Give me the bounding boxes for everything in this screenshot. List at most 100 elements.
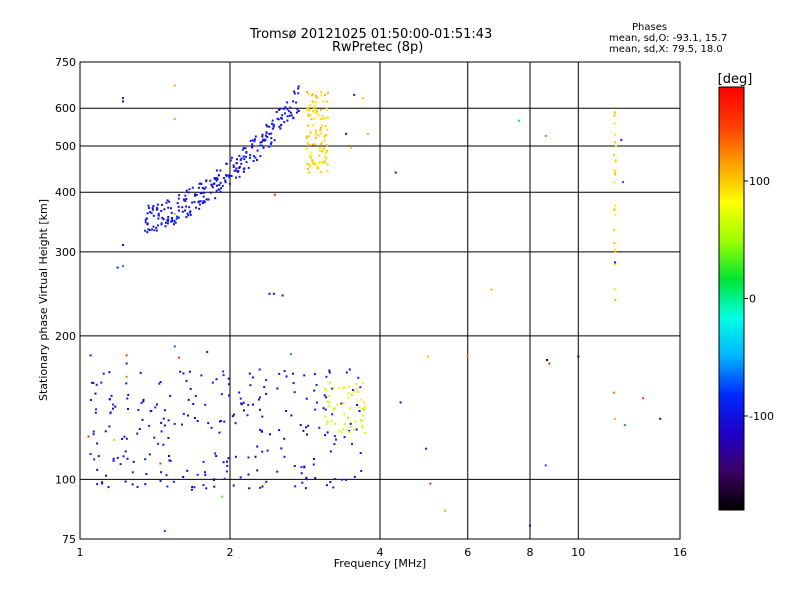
data-point (294, 485, 297, 488)
data-point (268, 292, 271, 295)
data-point (242, 168, 245, 171)
data-point (341, 386, 344, 389)
data-point (196, 420, 199, 422)
data-point (249, 154, 252, 157)
data-point (144, 483, 147, 486)
data-point (394, 171, 397, 174)
data-point (202, 195, 205, 198)
data-point (323, 139, 326, 142)
data-point (171, 217, 173, 220)
data-point (613, 242, 616, 245)
data-point (309, 104, 312, 107)
data-point (293, 90, 296, 93)
data-point (205, 180, 208, 183)
data-point (147, 228, 150, 231)
data-point (278, 108, 280, 111)
data-point (215, 176, 218, 179)
data-point (544, 134, 547, 137)
data-point (283, 121, 286, 124)
data-point (223, 420, 226, 423)
data-point (211, 186, 214, 189)
data-point (314, 129, 317, 132)
data-point (132, 460, 135, 463)
data-point (328, 369, 331, 372)
data-point (490, 288, 493, 291)
data-points (87, 84, 662, 532)
data-point (324, 94, 326, 96)
data-point (148, 229, 151, 231)
data-point (160, 471, 162, 474)
data-point (213, 177, 216, 180)
data-point (215, 378, 218, 381)
data-point (312, 93, 315, 96)
data-point (183, 198, 185, 201)
data-point (259, 144, 262, 147)
data-point (210, 191, 212, 194)
data-point (232, 166, 235, 168)
data-point (173, 345, 176, 348)
data-point (350, 426, 353, 429)
data-point (319, 109, 322, 112)
data-point (361, 407, 364, 410)
data-point (253, 140, 256, 143)
data-point (131, 483, 134, 486)
data-point (332, 386, 335, 389)
data-point (212, 479, 215, 482)
data-point (330, 419, 333, 422)
data-point (315, 383, 318, 386)
data-point (234, 169, 237, 172)
data-point (230, 156, 233, 159)
data-point (614, 298, 617, 301)
data-point (122, 100, 124, 103)
data-point (97, 455, 100, 458)
data-point (191, 201, 194, 204)
data-point (162, 443, 165, 446)
data-point (261, 485, 264, 488)
data-point (256, 159, 258, 161)
data-point (292, 100, 295, 103)
data-point (325, 484, 328, 487)
data-point (326, 170, 329, 173)
data-point (324, 388, 327, 391)
data-point (324, 124, 327, 127)
data-point (290, 414, 293, 417)
data-point (613, 181, 616, 184)
data-point (166, 219, 169, 221)
data-point (218, 431, 221, 434)
data-point (224, 181, 227, 184)
data-point (201, 187, 204, 189)
data-point (279, 107, 282, 110)
data-point (202, 200, 205, 203)
data-point (224, 179, 227, 182)
data-point (164, 225, 167, 228)
data-point (192, 403, 195, 405)
data-point (357, 391, 360, 394)
data-point (324, 415, 327, 418)
data-point (280, 447, 283, 450)
data-point (209, 179, 212, 182)
data-point (324, 161, 327, 164)
data-point (345, 429, 348, 431)
data-point (127, 408, 129, 410)
data-point (310, 118, 313, 121)
data-point (127, 393, 130, 396)
data-point (272, 292, 275, 295)
data-point (361, 426, 364, 429)
data-point (249, 156, 252, 159)
data-point (113, 438, 115, 441)
data-point (292, 116, 295, 119)
data-point (126, 397, 129, 400)
data-point (210, 426, 213, 429)
data-point (348, 385, 350, 388)
data-point (277, 118, 280, 121)
data-point (254, 156, 257, 159)
data-point (153, 436, 156, 439)
data-point (614, 171, 617, 174)
data-point (199, 203, 201, 206)
data-point (293, 465, 296, 467)
data-point (307, 124, 310, 127)
y-tick-label: 300 (55, 246, 76, 259)
data-point (613, 154, 616, 156)
data-point (320, 160, 323, 163)
data-point (283, 455, 286, 458)
